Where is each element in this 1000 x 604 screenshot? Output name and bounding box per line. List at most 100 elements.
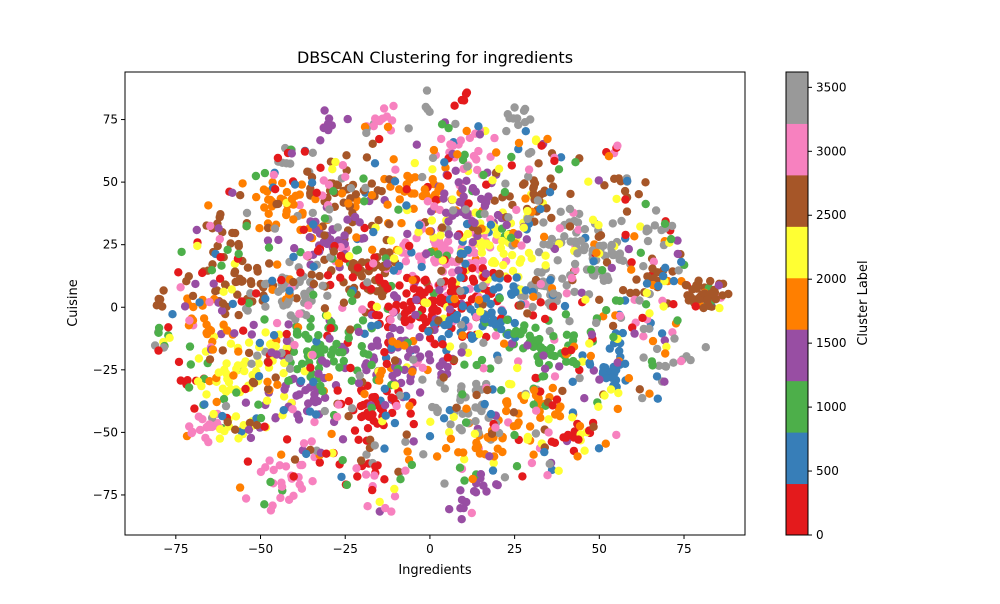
data-point	[289, 277, 298, 287]
data-point	[401, 392, 411, 401]
data-point	[584, 177, 593, 186]
data-point	[319, 237, 329, 247]
data-point	[375, 134, 384, 144]
data-point	[226, 239, 235, 248]
data-point	[562, 289, 571, 298]
data-point	[615, 296, 624, 306]
data-point	[529, 450, 538, 459]
data-point	[277, 275, 286, 285]
data-point	[176, 283, 185, 292]
data-point	[402, 289, 411, 298]
data-point	[498, 236, 507, 246]
data-point	[360, 389, 369, 399]
data-point	[296, 248, 305, 257]
data-point	[453, 231, 462, 241]
data-point	[594, 444, 604, 453]
data-point	[230, 329, 239, 338]
data-point	[547, 213, 556, 223]
data-point	[232, 388, 241, 397]
data-point	[422, 299, 432, 308]
data-point	[540, 314, 550, 324]
data-point	[436, 231, 445, 240]
data-point	[223, 245, 232, 254]
data-point	[615, 251, 624, 261]
data-point	[263, 377, 272, 386]
data-point	[352, 233, 361, 242]
data-point	[323, 291, 332, 300]
data-point	[529, 184, 538, 193]
colorbar-segment	[786, 380, 808, 433]
data-point	[636, 248, 645, 257]
data-point	[536, 279, 545, 289]
data-point	[642, 288, 651, 298]
data-point	[401, 437, 410, 446]
data-point	[458, 390, 467, 399]
data-point	[342, 480, 352, 490]
data-point	[394, 205, 403, 214]
data-point	[486, 364, 495, 373]
data-point	[282, 329, 291, 339]
data-point	[260, 500, 269, 509]
data-point	[531, 429, 541, 438]
data-point	[303, 251, 313, 260]
data-point	[380, 279, 389, 289]
data-point	[620, 186, 630, 196]
data-point	[550, 156, 559, 166]
data-point	[545, 459, 554, 469]
data-point	[635, 385, 644, 394]
data-point	[449, 412, 458, 422]
data-point	[381, 411, 390, 420]
data-point	[606, 385, 616, 394]
data-point	[303, 167, 312, 176]
data-point	[490, 133, 499, 143]
data-point	[608, 321, 618, 331]
data-point	[235, 483, 245, 492]
data-point	[255, 224, 264, 233]
data-point	[446, 420, 455, 429]
data-point	[354, 327, 364, 337]
data-point	[387, 507, 396, 516]
data-point	[234, 434, 243, 443]
data-point	[329, 187, 338, 196]
data-point	[370, 471, 379, 480]
data-point	[612, 194, 621, 204]
data-point	[511, 287, 520, 297]
data-point	[390, 254, 399, 263]
data-point	[193, 241, 202, 251]
data-point	[441, 208, 451, 217]
data-point	[279, 392, 289, 401]
data-point	[347, 404, 357, 413]
data-point	[683, 291, 692, 300]
data-point	[404, 124, 413, 133]
data-point	[323, 311, 332, 320]
data-point	[476, 307, 485, 316]
data-point	[264, 358, 273, 367]
data-point	[362, 128, 371, 138]
data-point	[472, 379, 481, 389]
data-point	[458, 331, 467, 340]
data-point	[218, 411, 227, 421]
data-point	[205, 355, 215, 364]
data-point	[208, 345, 218, 354]
data-point	[390, 492, 400, 501]
x-tick-label: −50	[248, 542, 273, 556]
data-point	[458, 184, 467, 194]
data-point	[555, 224, 565, 233]
data-point	[550, 244, 560, 254]
data-point	[490, 320, 500, 329]
data-point	[457, 95, 466, 105]
data-point	[534, 357, 544, 367]
data-point	[362, 450, 371, 459]
data-point	[662, 342, 671, 351]
data-point	[376, 370, 385, 380]
data-point	[428, 175, 437, 184]
data-point	[502, 406, 511, 416]
data-point	[447, 281, 456, 290]
data-point	[358, 305, 367, 314]
data-point	[437, 266, 446, 275]
data-point	[390, 177, 400, 186]
data-point	[641, 300, 651, 309]
colorbar-segment	[786, 174, 808, 227]
data-point	[580, 394, 589, 403]
data-point	[357, 412, 366, 422]
